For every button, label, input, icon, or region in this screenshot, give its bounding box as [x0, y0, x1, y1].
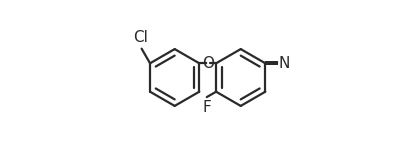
Text: O: O: [202, 56, 214, 71]
Text: Cl: Cl: [134, 30, 148, 45]
Text: F: F: [202, 100, 211, 115]
Text: N: N: [278, 56, 290, 71]
